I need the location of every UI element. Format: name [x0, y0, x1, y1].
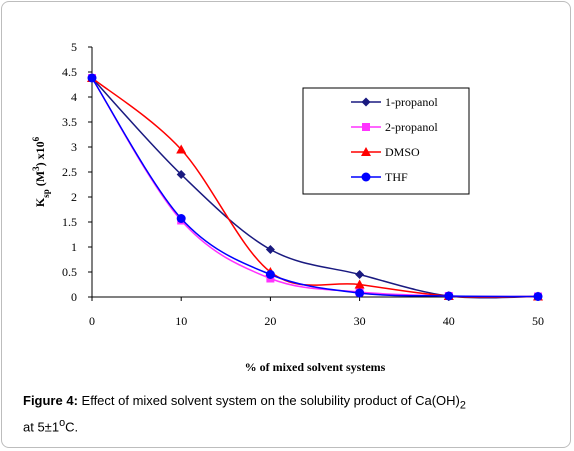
data-point-thf — [176, 214, 186, 223]
x-axis-title: % of mixed solvent systems — [245, 360, 386, 374]
y-tick-label: 2 — [71, 190, 77, 204]
y-tick-label: 0.5 — [62, 265, 77, 279]
data-point-dmso — [176, 144, 187, 154]
x-tick-label: 0 — [89, 314, 95, 328]
y-axis: 0 0.5 1 1.5 2 2.5 3 3.5 4 4.5 5 — [62, 40, 93, 304]
series-layer — [87, 73, 543, 301]
caption-text: Effect of mixed solvent system on the so… — [77, 393, 460, 408]
y-tick-label: 4.5 — [62, 65, 77, 79]
data-point-1-propanol — [176, 170, 186, 179]
caption-text-3: C. — [65, 418, 79, 434]
y-tick-label: 4 — [71, 90, 77, 104]
y-tick-label: 3 — [71, 140, 77, 154]
y-tick-label: 1.5 — [62, 215, 77, 229]
caption-superscript: o — [59, 416, 66, 429]
legend-label: 2-propanol — [385, 120, 438, 134]
legend-marker — [361, 147, 371, 156]
y-tick-label: 1 — [71, 240, 77, 254]
legend-label: THF — [385, 170, 408, 184]
legend: 1-propanol 2-propanol DMSO THF — [302, 87, 470, 195]
data-point-dmso — [354, 279, 365, 289]
legend-label: DMSO — [385, 145, 420, 159]
y-axis-title: Ksp (M3) x106 — [31, 136, 51, 207]
x-tick-label: 20 — [264, 314, 276, 328]
caption-text-2: at 5±1 — [23, 418, 60, 434]
y-tick-label: 3.5 — [62, 115, 77, 129]
data-point-thf — [444, 291, 454, 301]
x-axis: 0 10 20 30 40 50 — [89, 296, 544, 328]
y-tick-label: 2.5 — [62, 165, 77, 179]
legend-item-dmso: DMSO — [351, 145, 420, 159]
line-chart: 0 0.5 1 1.5 2 2.5 3 3.5 4 4.5 5 0 10 20 30 40 50 Ksp (M… — [31, 40, 544, 374]
legend-label: 1-propanol — [385, 95, 438, 109]
caption-label: Figure 4: — [23, 393, 78, 408]
x-tick-label: 10 — [175, 314, 187, 328]
legend-marker — [361, 97, 371, 107]
series-thf — [87, 73, 543, 301]
legend-item-thf: THF — [351, 170, 408, 184]
caption-subscript: 2 — [459, 399, 466, 412]
y-tick-label: 0 — [71, 290, 77, 304]
legend-marker — [362, 123, 370, 131]
data-point-thf — [355, 288, 365, 298]
figure-caption: Figure 4: Effect of mixed solvent system… — [23, 392, 558, 435]
legend-marker — [361, 172, 371, 182]
data-point-1-propanol — [355, 270, 365, 279]
x-tick-label: 30 — [354, 314, 366, 328]
data-point-1-propanol — [265, 245, 275, 254]
data-point-thf — [87, 73, 97, 83]
data-point-thf — [265, 270, 275, 279]
x-tick-label: 50 — [532, 314, 544, 328]
legend-item-1-propanol: 1-propanol — [351, 95, 438, 109]
legend-box — [302, 87, 470, 195]
legend-item-2-propanol: 2-propanol — [351, 120, 438, 134]
x-tick-label: 40 — [443, 314, 455, 328]
data-point-thf — [533, 292, 543, 301]
y-tick-label: 5 — [71, 40, 77, 54]
